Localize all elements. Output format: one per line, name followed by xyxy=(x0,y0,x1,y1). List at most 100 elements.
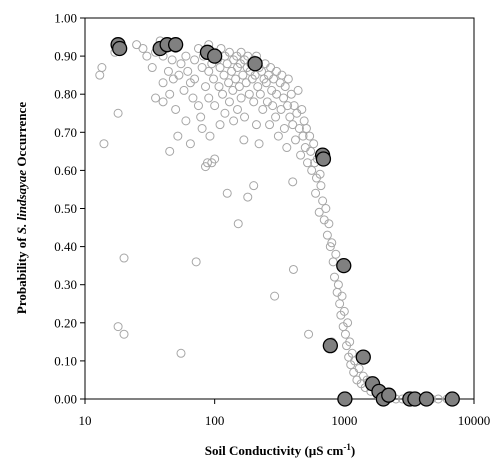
data-point xyxy=(147,63,157,73)
data-point xyxy=(273,131,283,141)
data-point xyxy=(315,169,325,179)
highlighted-data-point xyxy=(247,56,263,72)
data-point xyxy=(167,55,177,65)
data-point xyxy=(265,120,275,130)
data-point xyxy=(280,82,290,92)
data-point xyxy=(330,272,340,282)
data-point xyxy=(215,120,225,130)
data-point xyxy=(142,51,152,61)
data-point xyxy=(268,101,278,111)
data-point xyxy=(174,70,184,80)
data-point xyxy=(204,93,214,103)
data-point xyxy=(340,329,350,339)
data-point xyxy=(279,123,289,133)
data-point xyxy=(293,85,303,95)
data-point xyxy=(288,177,298,187)
data-point xyxy=(218,89,228,99)
y-axis-ticks: 0.00 0.10 0.20 0.30 0.40 0.50 0.60 0.70 0.80 0.90… xyxy=(54,11,85,407)
data-point xyxy=(296,150,306,160)
data-point xyxy=(283,101,293,111)
data-point xyxy=(190,74,200,84)
data-point xyxy=(297,104,307,114)
data-point xyxy=(343,318,353,328)
data-point xyxy=(288,120,298,130)
data-point xyxy=(234,82,244,92)
y-tick-label: 0.20 xyxy=(54,315,77,330)
data-point xyxy=(277,70,287,80)
data-point xyxy=(272,66,282,76)
data-point xyxy=(205,131,215,141)
highlighted-data-point xyxy=(322,338,338,354)
y-tick-label: 0.60 xyxy=(54,163,77,178)
data-point xyxy=(241,78,251,88)
data-point xyxy=(231,74,241,84)
data-point xyxy=(266,63,276,73)
y-tick-label: 0.80 xyxy=(54,87,77,102)
data-point xyxy=(204,66,214,76)
data-point xyxy=(254,139,264,149)
data-point xyxy=(197,63,207,73)
data-point xyxy=(328,257,338,267)
data-point xyxy=(138,43,148,53)
data-point xyxy=(236,47,246,57)
plot-border xyxy=(84,17,475,400)
data-point xyxy=(119,253,129,263)
data-point xyxy=(327,238,337,248)
data-point xyxy=(239,135,249,145)
data-point xyxy=(183,66,193,76)
highlighted-data-point xyxy=(444,391,460,407)
x-axis-ticks: 10 100 1000 10000 xyxy=(79,399,491,428)
data-point xyxy=(224,78,234,88)
data-point xyxy=(188,93,198,103)
data-point xyxy=(286,89,296,99)
data-point xyxy=(228,85,238,95)
data-point xyxy=(202,158,212,168)
data-point xyxy=(270,291,280,301)
data-point xyxy=(158,78,168,88)
data-point xyxy=(190,55,200,65)
data-point xyxy=(193,101,203,111)
data-point xyxy=(272,89,282,99)
data-point xyxy=(258,104,268,114)
data-point xyxy=(185,139,195,149)
data-point xyxy=(298,131,308,141)
data-point xyxy=(339,306,349,316)
data-point xyxy=(240,112,250,122)
data-point xyxy=(222,188,232,198)
data-point xyxy=(238,70,248,80)
data-point xyxy=(301,123,311,133)
data-point xyxy=(262,97,272,107)
data-point xyxy=(113,322,123,332)
data-point xyxy=(311,188,321,198)
highlighted-data-point xyxy=(336,257,352,274)
highlighted-points xyxy=(110,37,460,407)
data-point xyxy=(232,104,242,114)
highlighted-data-point xyxy=(111,40,128,57)
data-point xyxy=(299,116,309,126)
highlighted-data-point xyxy=(418,391,435,407)
data-point xyxy=(251,120,261,130)
y-axis-title: Probability of S. lindsayae Occurrence xyxy=(14,102,29,314)
data-point xyxy=(236,93,246,103)
data-point xyxy=(294,123,304,133)
data-point xyxy=(176,348,186,358)
data-point xyxy=(224,47,234,57)
data-point xyxy=(331,249,341,259)
y-tick-label: 0.10 xyxy=(54,353,77,368)
data-point xyxy=(214,82,224,92)
data-point xyxy=(95,70,105,80)
x-tick-label: 10000 xyxy=(458,413,491,428)
highlighted-data-point xyxy=(207,48,223,64)
x-tick-label: 100 xyxy=(205,413,225,428)
data-point xyxy=(215,63,225,73)
data-point xyxy=(165,146,175,156)
highlighted-data-point xyxy=(337,391,353,407)
data-point xyxy=(227,66,237,76)
x-tick-label: 10 xyxy=(79,413,92,428)
data-point xyxy=(316,181,326,191)
y-tick-label: 0.90 xyxy=(54,49,77,64)
data-point xyxy=(333,280,343,290)
data-point xyxy=(276,104,286,114)
highlighted-data-point xyxy=(381,387,397,403)
